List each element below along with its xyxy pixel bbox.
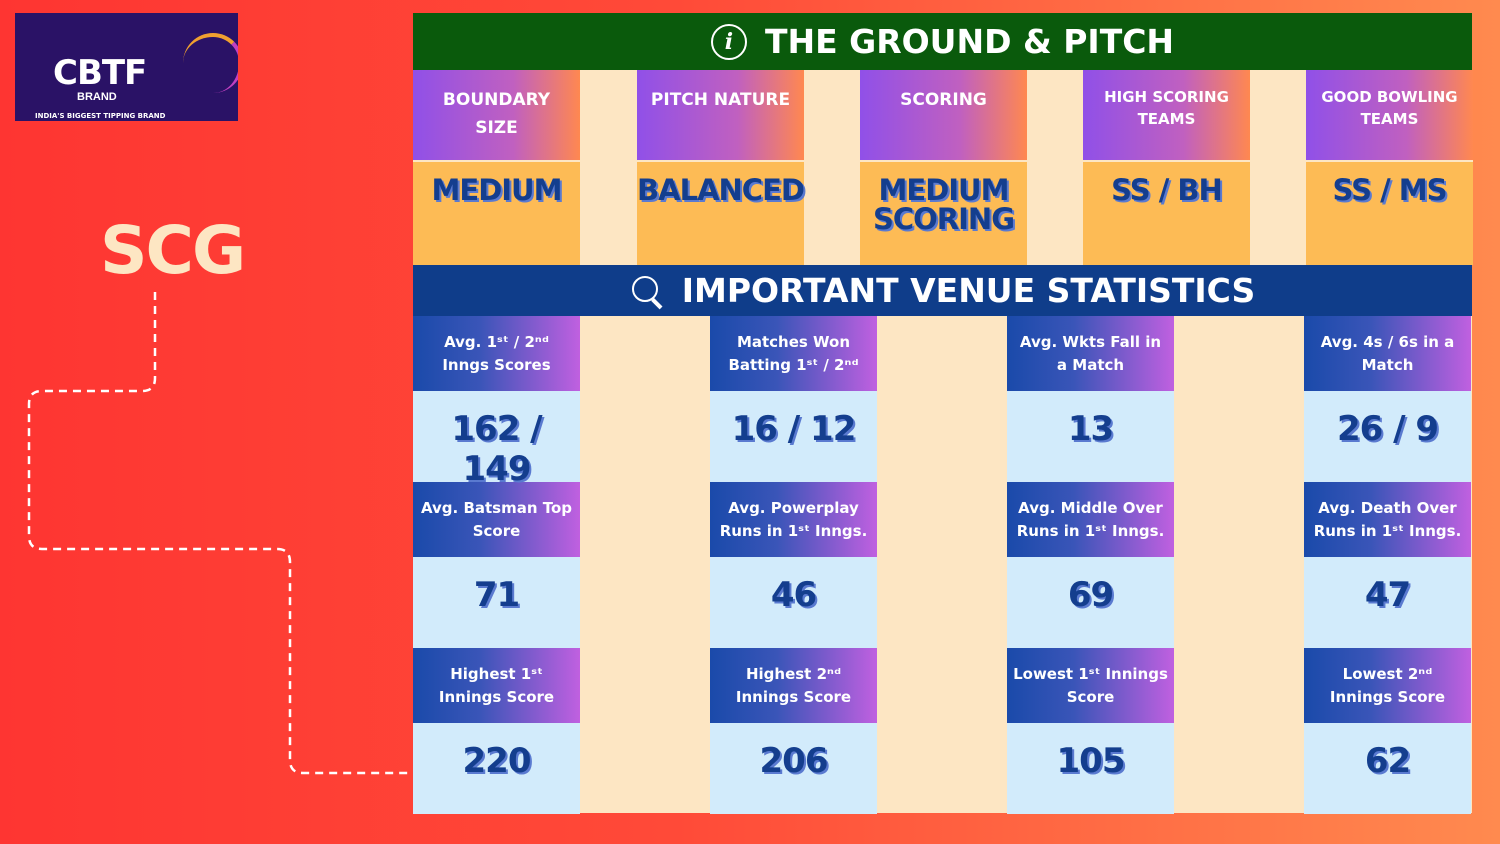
logo-sub: BRAND	[77, 91, 117, 103]
ground-card-value: MEDIUM SCORING	[860, 160, 1027, 265]
ground-card-value: SS / MS	[1306, 160, 1473, 265]
stat-label: Avg. Wkts Fall in a Match	[1007, 316, 1174, 391]
stat-label: Matches Won Batting 1ˢᵗ / 2ⁿᵈ	[710, 316, 877, 391]
ground-card-label: GOOD BOWLING TEAMS	[1306, 70, 1473, 160]
stat-label: Avg. Middle Over Runs in 1ˢᵗ Inngs.	[1007, 482, 1174, 557]
stat-label: Lowest 2ⁿᵈ Innings Score	[1304, 648, 1471, 723]
stat-label: Lowest 1ˢᵗ Innings Score	[1007, 648, 1174, 723]
ground-card-label: BOUNDARY SIZE	[413, 70, 580, 160]
stat-label: Avg. Powerplay Runs in 1ˢᵗ Inngs.	[710, 482, 877, 557]
ground-card-value: SS / BH	[1083, 160, 1250, 265]
stat-value: 220	[413, 723, 580, 814]
dashed-connector	[27, 292, 413, 775]
stat-value: 69	[1007, 557, 1174, 648]
ground-card: BOUNDARY SIZE MEDIUM	[413, 70, 580, 265]
magnifier-chart-icon	[630, 274, 664, 308]
stats-column: Avg. Wkts Fall in a Match 13 Avg. Middle O…	[1007, 316, 1174, 814]
ground-card-value: MEDIUM	[413, 160, 580, 265]
stat-value: 62	[1304, 723, 1471, 814]
venue-name: SCG	[100, 212, 246, 289]
stat-label: Avg. 1ˢᵗ / 2ⁿᵈ Inngs Scores	[413, 316, 580, 391]
stat-value: 16 / 12	[710, 391, 877, 482]
stat-label: Avg. 4s / 6s in a Match	[1304, 316, 1471, 391]
stat-value: 46	[710, 557, 877, 648]
stat-label: Avg. Death Over Runs in 1ˢᵗ Inngs.	[1304, 482, 1471, 557]
stat-label: Avg. Batsman Top Score	[413, 482, 580, 557]
ground-card-label: PITCH NATURE	[637, 70, 804, 160]
stat-label: Highest 1ˢᵗ Innings Score	[413, 648, 580, 723]
stat-value: 47	[1304, 557, 1471, 648]
ground-card: HIGH SCORING TEAMS SS / BH	[1083, 70, 1250, 265]
info-panel: i THE GROUND & PITCH BOUNDARY SIZE MEDIUM…	[413, 13, 1473, 814]
ground-card: GOOD BOWLING TEAMS SS / MS	[1306, 70, 1473, 265]
stats-title: IMPORTANT VENUE STATISTICS	[681, 271, 1256, 310]
stat-value: 162 / 149	[413, 391, 580, 489]
stats-column: Matches Won Batting 1ˢᵗ / 2ⁿᵈ 16 / 12 Avg.…	[710, 316, 877, 814]
info-icon: i	[710, 23, 747, 60]
logo-name: CBTF	[53, 53, 147, 93]
stats-column: Avg. 1ˢᵗ / 2ⁿᵈ Inngs Scores 162 / 149 Avg.…	[413, 316, 580, 814]
stats-header: IMPORTANT VENUE STATISTICS	[413, 265, 1472, 316]
stat-value: 206	[710, 723, 877, 814]
stats-column: Avg. 4s / 6s in a Match 26 / 9 Avg. Death …	[1304, 316, 1471, 814]
ground-header: i THE GROUND & PITCH	[413, 13, 1472, 70]
stat-value: 26 / 9	[1304, 391, 1471, 482]
cbtf-logo: CBTF BRAND INDIA'S BIGGEST TIPPING BRAND	[15, 13, 238, 121]
ground-card-label: SCORING	[860, 70, 1027, 160]
batsman-icon	[183, 33, 238, 93]
stat-label: Highest 2ⁿᵈ Innings Score	[710, 648, 877, 723]
ground-title: THE GROUND & PITCH	[764, 22, 1175, 61]
stat-value: 13	[1007, 391, 1174, 482]
logo-tagline: INDIA'S BIGGEST TIPPING BRAND	[35, 112, 166, 120]
ground-card-value: BALANCED	[637, 160, 805, 265]
stat-value: 105	[1007, 723, 1174, 814]
ground-card-label: HIGH SCORING TEAMS	[1083, 70, 1250, 160]
ground-card: SCORING MEDIUM SCORING	[860, 70, 1027, 265]
ground-card: PITCH NATURE BALANCED	[637, 70, 805, 265]
stat-value: 71	[413, 557, 580, 648]
